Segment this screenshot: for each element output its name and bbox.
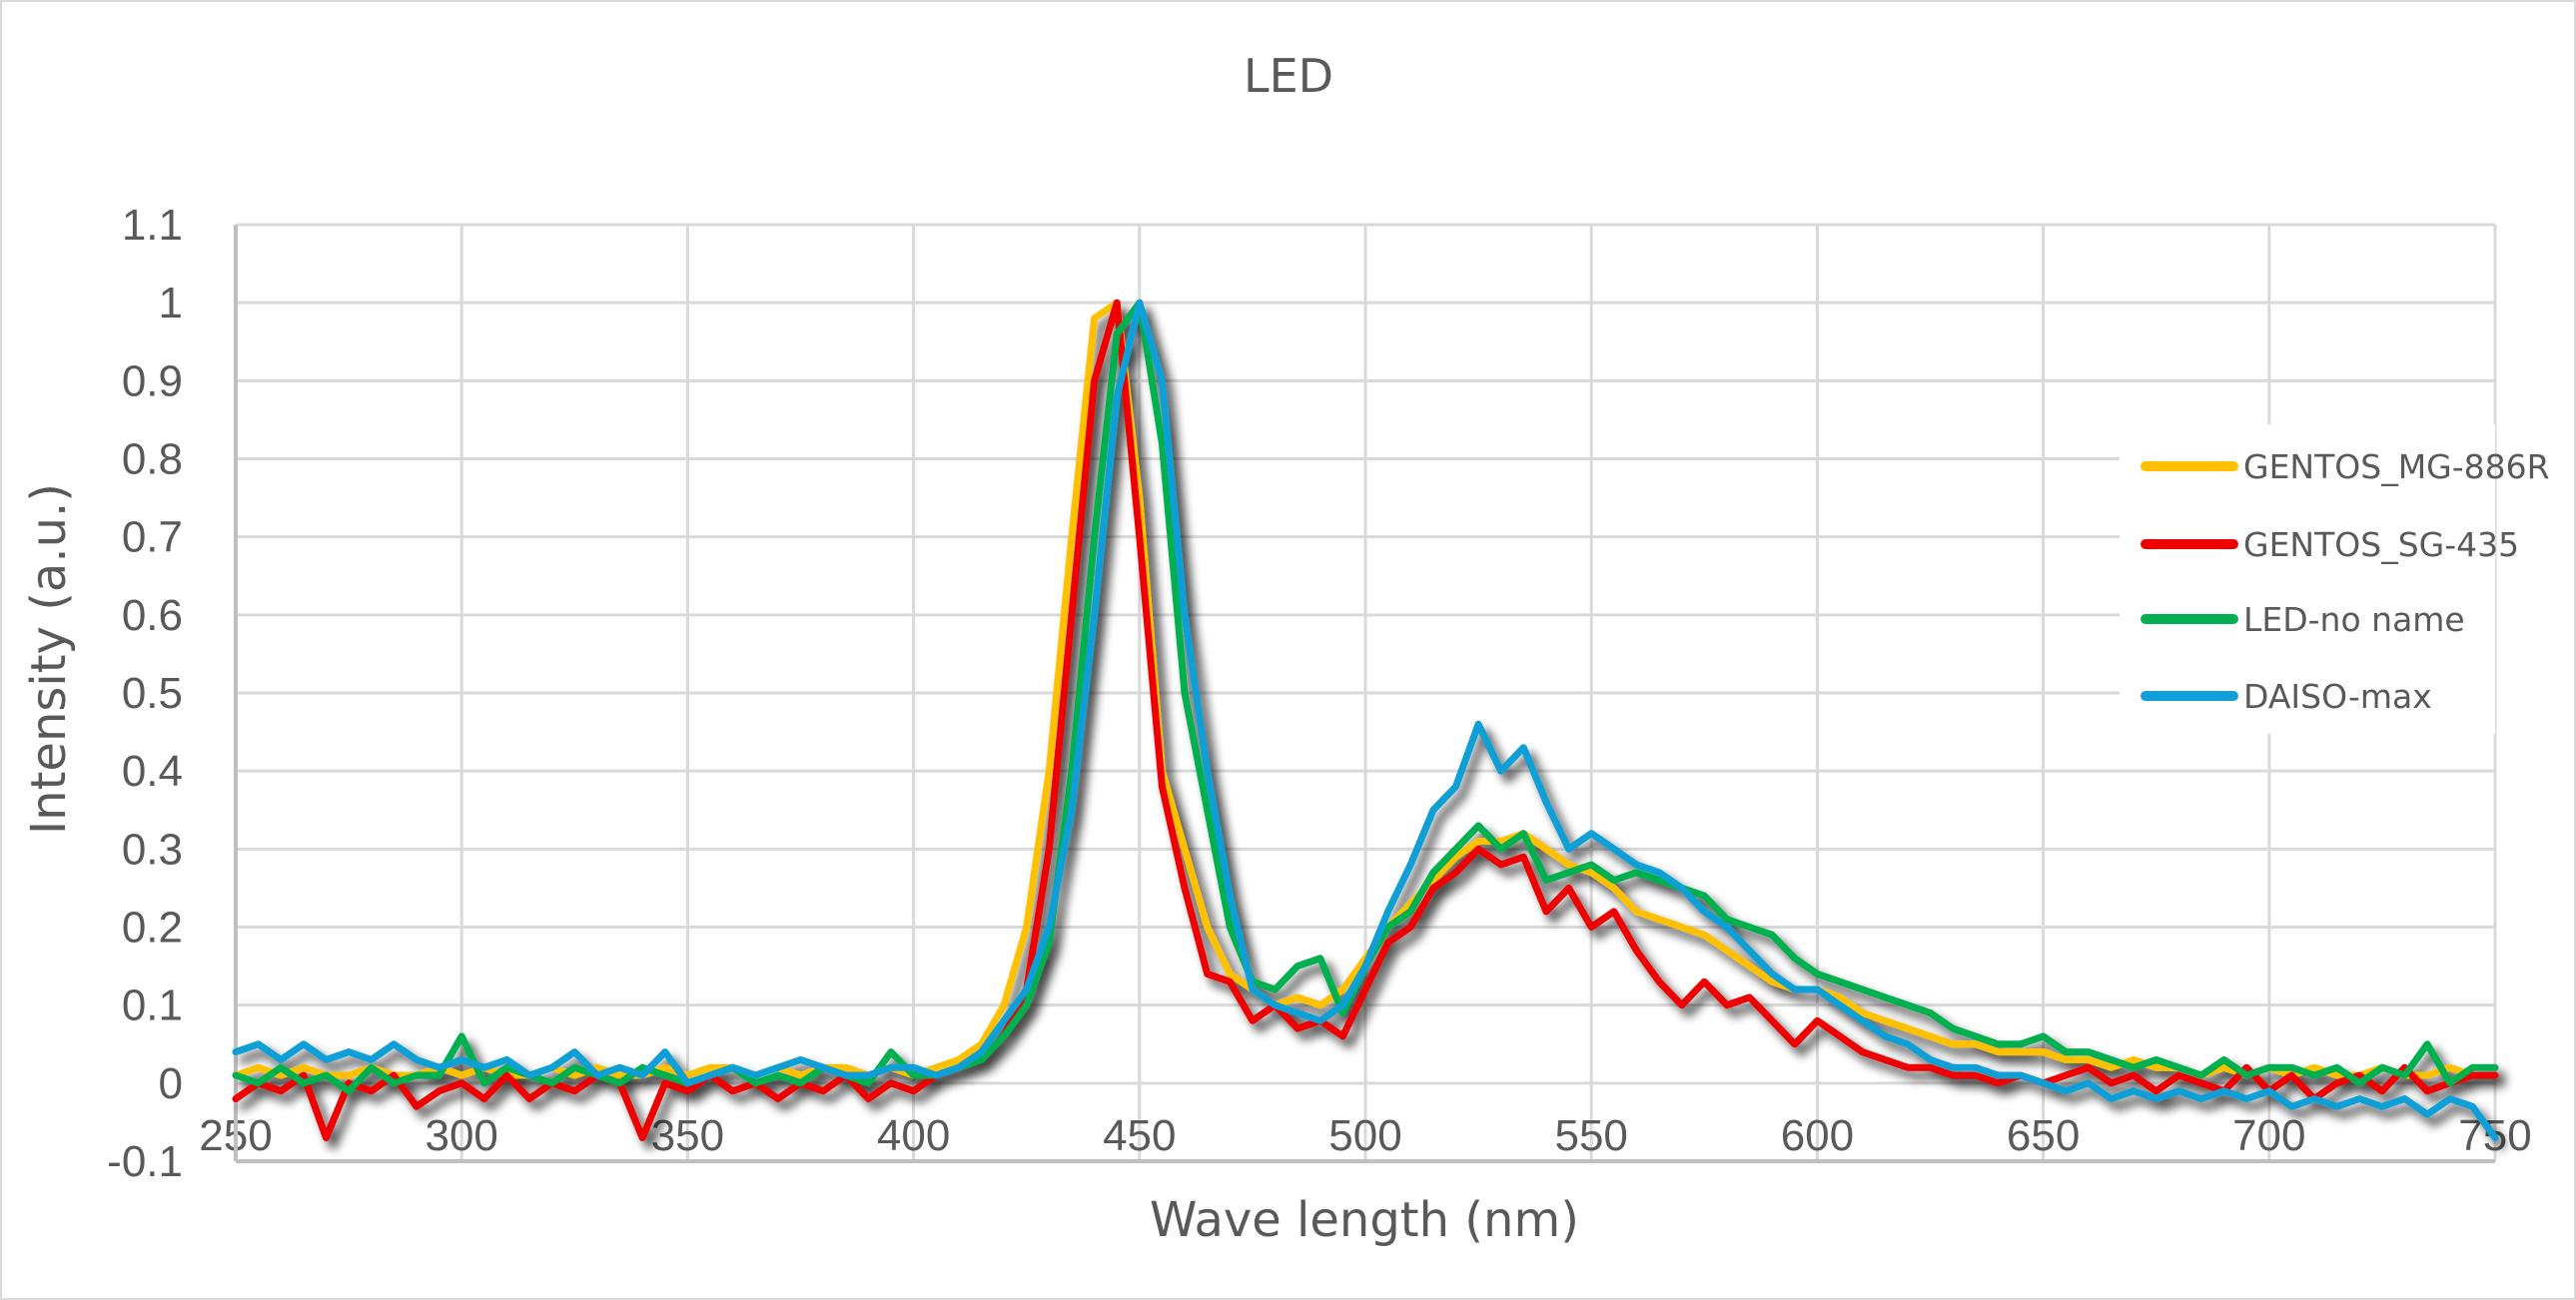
legend: GENTOS_MG-886R GENTOS_SG-435 LED-no name DA… — [2141, 447, 2550, 716]
y-axis-title: Intensity (a.u.) — [21, 483, 77, 835]
y-tick-label: 0.5 — [122, 669, 183, 718]
x-tick-label: 650 — [2007, 1111, 2080, 1160]
legend-item: LED-no name — [2141, 600, 2465, 639]
y-axis-ticks: 1.1 1 0.9 0.8 0.7 0.6 0.5 0.4 0.3 0.2 0.1 0 -0.1 — [107, 201, 183, 1186]
x-tick-label: 300 — [425, 1111, 497, 1160]
chart-title: LED — [1244, 49, 1333, 103]
series-line-4 — [232, 299, 2499, 1141]
legend-item: GENTOS_MG-886R — [2141, 447, 2550, 486]
x-tick-label: 700 — [2232, 1111, 2305, 1160]
x-tick-label: 350 — [651, 1111, 724, 1160]
legend-item: GENTOS_SG-435 — [2141, 525, 2519, 564]
y-tick-label: 0.4 — [122, 747, 183, 796]
y-tick-label: 0.1 — [122, 981, 183, 1030]
y-tick-label: 1 — [159, 279, 183, 327]
y-tick-label: 0.9 — [122, 356, 183, 405]
legend-label: DAISO-max — [2243, 677, 2432, 716]
x-tick-label: 400 — [877, 1111, 950, 1160]
y-tick-label: 0 — [159, 1059, 183, 1108]
legend-label: LED-no name — [2243, 600, 2465, 639]
y-tick-label: 0.7 — [122, 513, 183, 562]
y-tick-label: 1.1 — [122, 201, 183, 250]
y-tick-label: 0.6 — [122, 591, 183, 640]
legend-label: GENTOS_SG-435 — [2243, 525, 2519, 564]
x-tick-label: 550 — [1554, 1111, 1627, 1160]
series-group — [232, 299, 2499, 1141]
x-tick-label: 600 — [1781, 1111, 1854, 1160]
y-tick-label: 0.8 — [122, 435, 183, 484]
x-axis-title: Wave length (nm) — [1150, 1192, 1579, 1248]
y-tick-label: -0.1 — [107, 1137, 183, 1186]
y-tick-label: 0.3 — [122, 825, 183, 874]
legend-label: GENTOS_MG-886R — [2243, 447, 2550, 486]
legend-item: DAISO-max — [2141, 677, 2432, 716]
gridlines — [236, 223, 2497, 1161]
x-axis-ticks: 250 300 350 400 450 500 550 600 650 700 750 — [199, 1111, 2531, 1160]
x-tick-label: 500 — [1328, 1111, 1401, 1160]
x-tick-label: 450 — [1103, 1111, 1176, 1160]
legend-background — [2120, 424, 2495, 734]
y-tick-label: 0.2 — [122, 904, 183, 953]
